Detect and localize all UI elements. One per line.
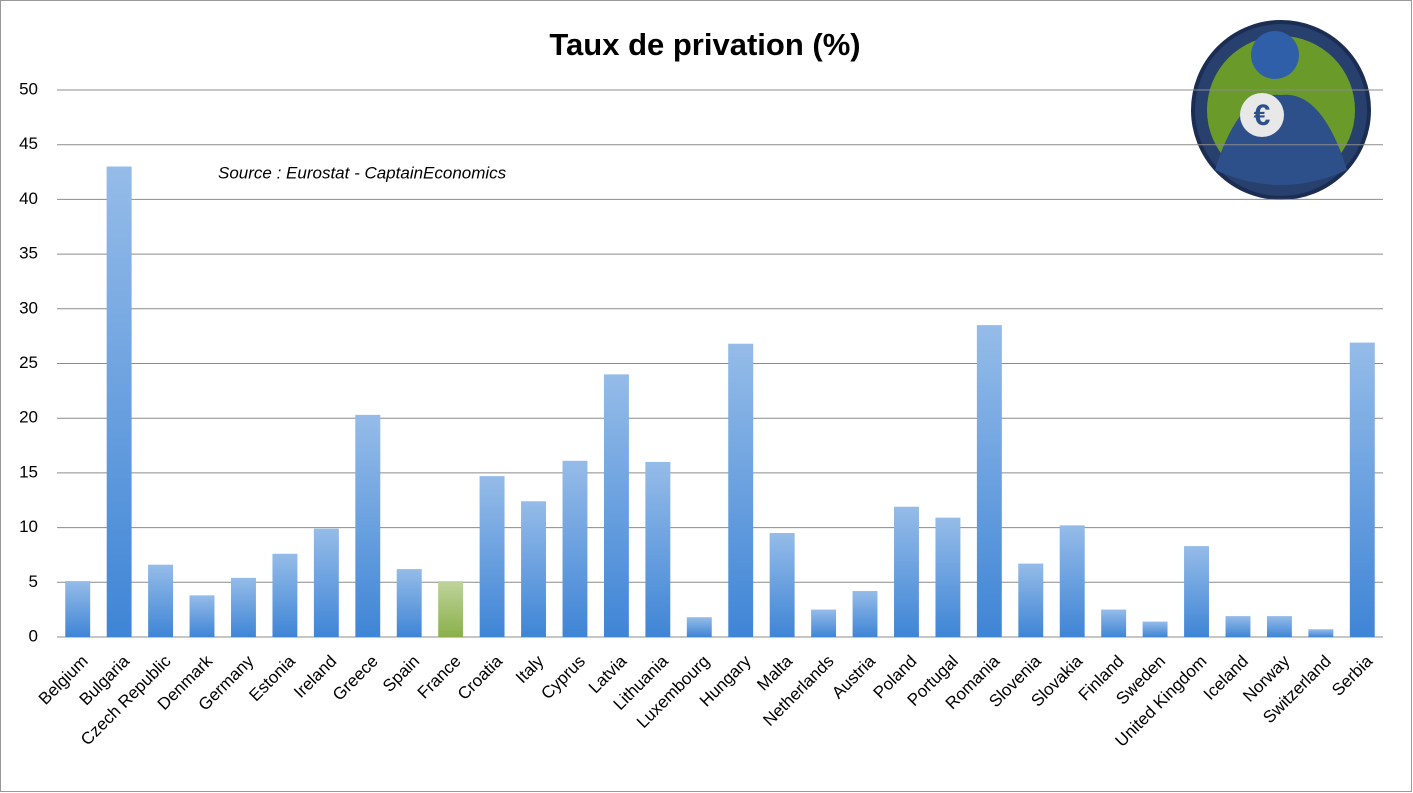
y-tick-label: 50 bbox=[19, 79, 38, 98]
bar-shine bbox=[1266, 616, 1292, 637]
bar-shine bbox=[1308, 629, 1334, 637]
bar-shine bbox=[811, 609, 837, 637]
bar-shine bbox=[355, 414, 381, 637]
bar-shine bbox=[479, 476, 505, 637]
bar-shine bbox=[1142, 621, 1168, 637]
bar-shine bbox=[894, 506, 919, 637]
bar-shine bbox=[231, 577, 256, 637]
bar-shine bbox=[1349, 342, 1375, 637]
y-tick-label: 40 bbox=[19, 189, 38, 208]
svg-text:€: € bbox=[1254, 99, 1271, 132]
bar-shine bbox=[728, 343, 754, 637]
bar-shine bbox=[603, 374, 629, 637]
bar-shine bbox=[313, 528, 339, 637]
bar-shine bbox=[1184, 546, 1209, 637]
source-note: Source : Eurostat - CaptainEconomics bbox=[218, 163, 507, 182]
bar-shine bbox=[272, 553, 298, 637]
bar-shine bbox=[106, 166, 132, 637]
bar-shine bbox=[1101, 609, 1127, 637]
bar-shine bbox=[645, 461, 671, 637]
y-tick-label: 30 bbox=[19, 298, 38, 317]
bar-shine bbox=[562, 460, 588, 637]
y-tick-label: 0 bbox=[29, 626, 38, 645]
bar-shine bbox=[189, 595, 215, 637]
bar-shine bbox=[935, 517, 961, 637]
y-tick-label: 35 bbox=[19, 244, 38, 263]
bar-shine bbox=[521, 501, 546, 637]
bar-shine bbox=[686, 617, 712, 637]
bar-shine bbox=[148, 564, 174, 637]
y-tick-label: 25 bbox=[19, 353, 38, 372]
y-tick-label: 20 bbox=[19, 408, 38, 427]
y-tick-label: 10 bbox=[19, 517, 38, 536]
y-tick-label: 15 bbox=[19, 462, 38, 481]
bar-shine bbox=[1059, 525, 1085, 637]
bar-shine bbox=[1018, 563, 1044, 637]
logo: € bbox=[1191, 20, 1371, 200]
y-tick-label: 5 bbox=[29, 572, 38, 591]
bar-shine bbox=[976, 325, 1002, 637]
bar-shine bbox=[1225, 616, 1251, 637]
bar-shine bbox=[769, 533, 795, 637]
bar-shine bbox=[438, 581, 464, 637]
bar-shine bbox=[396, 569, 422, 637]
bar-shine bbox=[852, 591, 878, 637]
bar-shine bbox=[65, 581, 91, 637]
chart-title: Taux de privation (%) bbox=[549, 27, 860, 62]
y-tick-label: 45 bbox=[19, 134, 38, 153]
